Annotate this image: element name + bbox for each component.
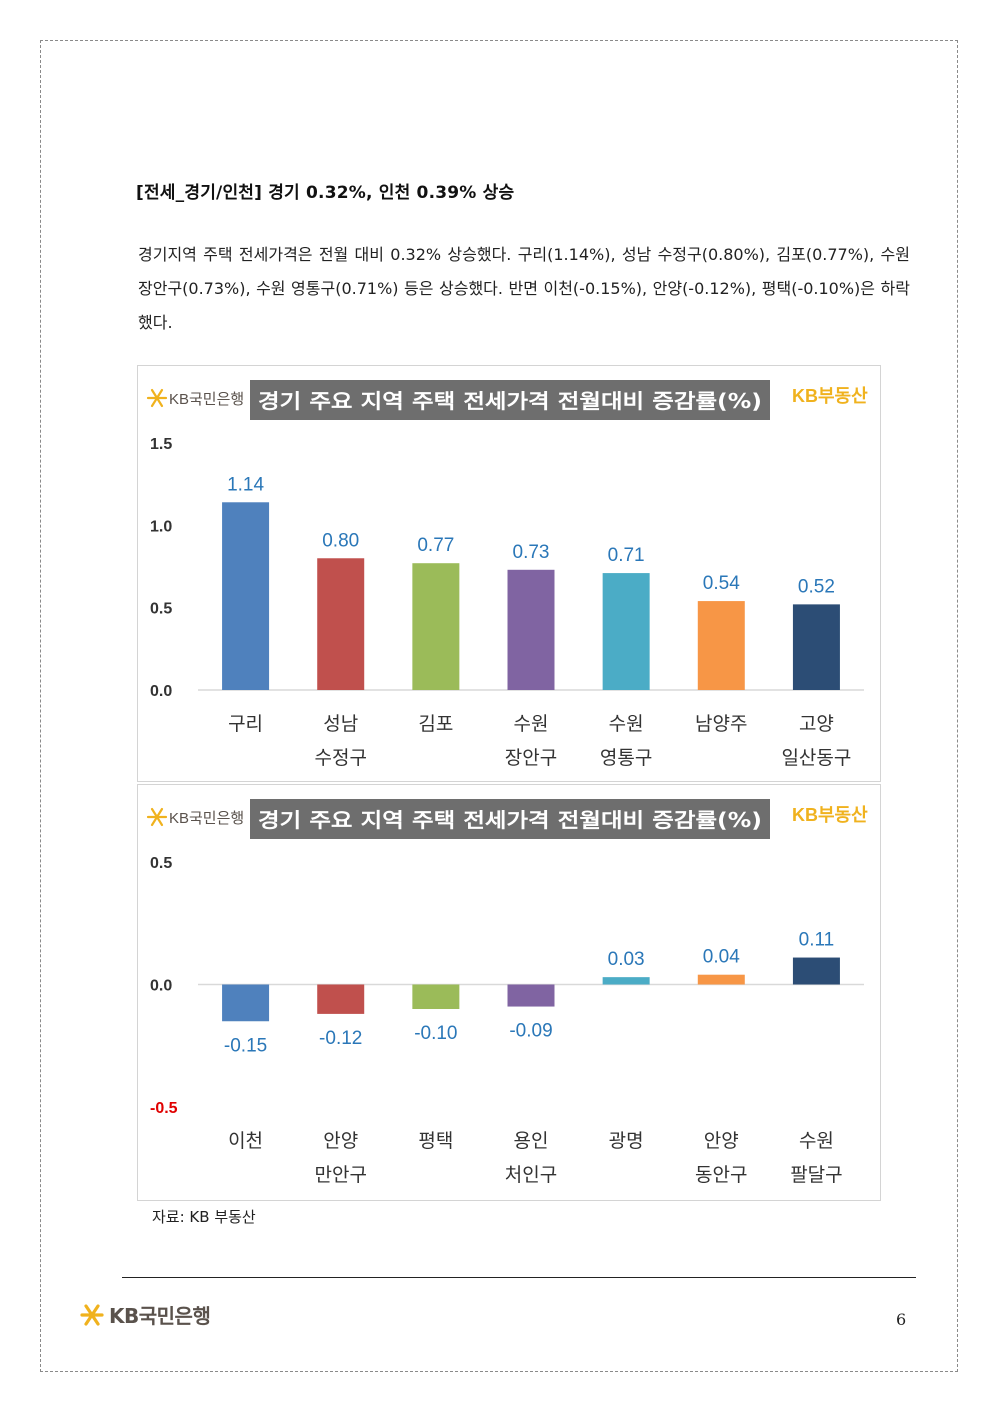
chart-gyeonggi-top7: KB국민은행 경기 주요 지역 주택 전세가격 전월대비 증감률(%) KB부동산 0… [137, 365, 881, 782]
data-label: 0.54 [703, 573, 740, 594]
x-tick-label: 안양 [323, 1130, 358, 1152]
y-tick-label: 0.5 [150, 855, 172, 872]
bar [792, 957, 840, 985]
x-tick-label: 이천 [228, 1130, 263, 1152]
chart-title-box [250, 380, 770, 420]
page-number: 6 [896, 1310, 907, 1329]
kb-star-stroke [150, 388, 164, 408]
x-tick-label: 남양주 [695, 713, 747, 735]
data-label: -0.12 [319, 1028, 362, 1049]
x-tick-label: 광명 [609, 1130, 644, 1152]
kb-star-stroke [150, 807, 164, 827]
bar [222, 984, 270, 1022]
x-tick-label: 팔달구 [790, 1164, 842, 1186]
chart-svg: KB국민은행 경기 주요 지역 주택 전세가격 전월대비 증감률(%) KB부동산 -… [146, 799, 868, 1186]
x-tick-label: 장안구 [505, 747, 557, 769]
x-tick-label: 성남 [323, 713, 358, 735]
x-tick-label: 수원 [799, 1130, 834, 1152]
page-border [40, 40, 958, 1372]
bar [697, 974, 745, 985]
y-tick-label: 0.0 [150, 683, 172, 700]
data-label: 0.52 [798, 576, 835, 597]
data-label: 0.77 [417, 535, 454, 556]
y-tick-label: 1.5 [150, 436, 172, 453]
chart-title: 경기 주요 지역 주택 전세가격 전월대비 증감률(%) [258, 808, 762, 832]
chart-gyeonggi-bottom7: KB국민은행 경기 주요 지역 주택 전세가격 전월대비 증감률(%) KB부동산 -… [137, 784, 881, 1201]
kb-bank-logo: KB국민은행 [146, 388, 244, 408]
x-tick-label: 동안구 [695, 1164, 747, 1186]
x-tick-label: 처인구 [505, 1164, 557, 1186]
x-tick-label: 김포 [418, 713, 453, 735]
y-tick-label: 0.0 [150, 978, 172, 995]
kb-realestate-logo: KB부동산 [792, 386, 868, 406]
footer-logo-text: KB국민은행 [109, 1304, 211, 1328]
footer-divider [122, 1277, 916, 1278]
x-tick-label: 일산동구 [781, 747, 851, 769]
footer-logo: KB국민은행 [78, 1300, 211, 1329]
chart-title-box [250, 799, 770, 839]
x-tick-label: 만안구 [314, 1164, 366, 1186]
kb-realestate-logo: KB부동산 [792, 805, 868, 825]
kb-bank-logo: KB국민은행 [146, 807, 244, 827]
x-tick-label: 수정구 [314, 747, 366, 769]
x-tick-label: 영통구 [600, 747, 652, 769]
kb-star-icon [146, 807, 168, 827]
kb-bank-logo-text: KB국민은행 [169, 810, 244, 827]
bar [602, 977, 650, 985]
kb-bank-logo-text: KB국민은행 [169, 391, 244, 408]
x-tick-label: 구리 [228, 713, 263, 735]
data-label: -0.10 [414, 1023, 457, 1044]
bar [697, 601, 745, 690]
bar [317, 984, 365, 1014]
bar [412, 984, 460, 1009]
body-paragraph: 경기지역 주택 전세가격은 전월 대비 0.32% 상승했다. 구리(1.14%… [138, 245, 910, 332]
chart-svg: KB국민은행 경기 주요 지역 주택 전세가격 전월대비 증감률(%) KB부동산 0… [146, 380, 868, 769]
bar [507, 569, 555, 690]
x-tick-label: 평택 [418, 1130, 453, 1152]
x-tick-label: 안양 [704, 1130, 739, 1152]
y-tick-label: 1.0 [150, 518, 172, 535]
bar [792, 604, 840, 690]
data-label: 0.71 [608, 545, 645, 566]
data-label: 0.80 [322, 530, 359, 551]
bar [222, 502, 270, 690]
bar [602, 573, 650, 690]
bar [317, 558, 365, 690]
data-label: 1.14 [227, 474, 264, 495]
kb-star-icon [80, 1303, 104, 1326]
y-tick-label: -0.5 [150, 1100, 178, 1117]
x-tick-label: 수원 [514, 713, 549, 735]
data-label: -0.15 [224, 1035, 267, 1056]
data-label: 0.04 [703, 947, 740, 968]
data-label: 0.73 [513, 542, 550, 563]
x-tick-label: 용인 [514, 1130, 549, 1152]
data-label: -0.09 [509, 1021, 552, 1042]
x-tick-label: 고양 [799, 713, 834, 735]
bar [507, 984, 555, 1007]
source-note: 자료: KB 부동산 [152, 1208, 256, 1226]
x-tick-label: 수원 [609, 713, 644, 735]
section-heading: [전세_경기/인천] 경기 0.32%, 인천 0.39% 상승 [136, 183, 515, 203]
bar [412, 563, 460, 690]
kb-star-icon [146, 388, 168, 408]
y-tick-label: 0.5 [150, 601, 172, 618]
chart-title: 경기 주요 지역 주택 전세가격 전월대비 증감률(%) [258, 389, 762, 413]
data-label: 0.11 [799, 930, 835, 951]
data-label: 0.03 [608, 949, 645, 970]
